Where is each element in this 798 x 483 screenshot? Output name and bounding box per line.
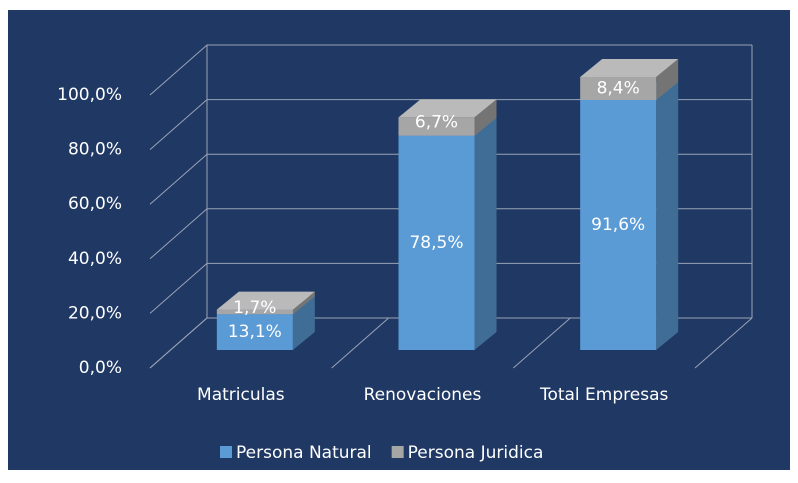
- bar-front: [216, 309, 293, 315]
- bar-segment: [580, 59, 679, 100]
- grid-line: [149, 44, 752, 96]
- y-tick-label: 0,0%: [79, 358, 122, 378]
- value-label: 8,4%: [597, 78, 640, 98]
- y-tick-label: 80,0%: [68, 140, 122, 160]
- bar-side: [474, 117, 497, 350]
- bar-front: [580, 99, 657, 350]
- bar-front: [398, 117, 475, 136]
- bar-top: [398, 99, 497, 118]
- y-tick-label: 20,0%: [68, 303, 122, 323]
- x-tick-label: Total Empresas: [539, 385, 669, 405]
- legend-label: Persona Natural: [236, 443, 372, 463]
- value-label: 1,7%: [233, 298, 276, 318]
- grid-line: [149, 153, 752, 205]
- y-tick-label: 100,0%: [57, 85, 122, 105]
- floor-line: [694, 317, 753, 369]
- bar-segment: [216, 291, 315, 315]
- bar-front: [398, 135, 475, 350]
- floor-line: [513, 317, 571, 369]
- y-tick-label: 60,0%: [68, 194, 122, 214]
- x-tick-label: Matriculas: [197, 385, 285, 405]
- grid-line: [149, 208, 752, 260]
- floor-line: [149, 317, 208, 369]
- bar-side: [292, 296, 315, 350]
- bar-side: [474, 99, 497, 136]
- legend-swatch: [391, 446, 404, 458]
- bar-segment: [580, 81, 679, 350]
- value-label: 78,5%: [409, 233, 463, 253]
- value-label: 13,1%: [228, 322, 282, 342]
- x-tick-label: Renovaciones: [364, 385, 482, 405]
- floor-line: [331, 317, 389, 369]
- bar-top: [216, 291, 315, 310]
- bar-side: [656, 59, 679, 100]
- value-label: 91,6%: [591, 215, 645, 235]
- grid-line: [149, 262, 752, 314]
- legend-swatch: [220, 446, 232, 458]
- legend-label: Persona Juridica: [408, 443, 544, 463]
- grid-line: [149, 99, 752, 150]
- bar-front: [216, 314, 293, 350]
- bar-segment: [398, 99, 497, 136]
- bar-front: [580, 77, 657, 100]
- y-tick-label: 40,0%: [68, 249, 122, 269]
- bar-side: [656, 81, 679, 350]
- bar-side: [292, 291, 315, 315]
- value-label: 6,7%: [415, 113, 458, 133]
- bar-top: [580, 59, 679, 77]
